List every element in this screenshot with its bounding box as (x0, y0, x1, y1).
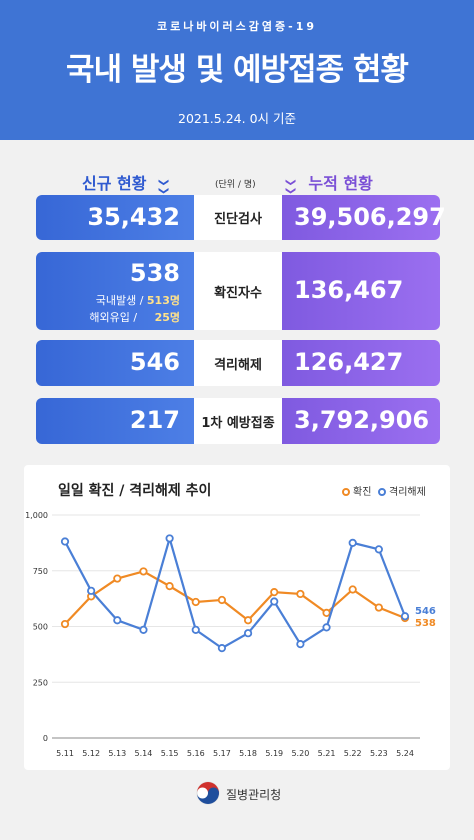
tests-row-label: 진단검사 (194, 195, 282, 240)
legend-item-confirmed: 확진 (342, 483, 371, 498)
cumulative-confirmed-card: 136,467 (282, 252, 440, 330)
legend-marker-released (378, 488, 386, 496)
new-confirmed-value: 538 (129, 259, 180, 287)
cumulative-vaccination-value: 3,792,906 (294, 406, 430, 434)
cumulative-tests-card: 39,506,297 (282, 195, 446, 240)
unit-label: (단위 / 명) (215, 180, 256, 190)
chevron-down-icon: ❯❯ (284, 178, 296, 195)
page-title: 국내 발생 및 예방접종 현황 (66, 52, 409, 88)
header-subtitle: 코로나바이러스감염증-19 (156, 20, 318, 33)
cumulative-confirmed-value: 136,467 (294, 276, 404, 304)
new-tests-value: 35,432 (87, 203, 180, 231)
legend-label-confirmed: 확진 (353, 487, 372, 498)
confirmed-row-label: 확진자수 (194, 252, 282, 330)
new-tests-card: 35,432 (36, 195, 194, 240)
vaccination-row-label: 1차 예방접종 (194, 398, 282, 444)
new-released-value: 546 (129, 348, 180, 376)
chevron-down-icon: ❯❯ (157, 178, 169, 195)
imported-value: 25명 (154, 311, 180, 324)
cumulative-status-label: 누적 현황 (308, 174, 373, 193)
legend-item-released: 격리해제 (378, 483, 426, 498)
legend-marker-confirmed (342, 488, 350, 496)
domestic-label: 국내발생 / (95, 294, 144, 307)
chart-panel (24, 465, 450, 770)
new-vaccination-value: 217 (129, 406, 180, 434)
domestic-cases: 국내발생 / 513명 (96, 292, 180, 308)
reference-date: 2021.5.24. 0시 기준 (178, 111, 296, 126)
organization-name: 질병관리청 (226, 788, 282, 802)
new-confirmed-card: 538 국내발생 / 513명 해외유입 / 25명 (36, 252, 194, 330)
cumulative-status-heading: ❯❯ 누적 현황 (282, 170, 373, 195)
imported-cases: 해외유입 / 25명 (89, 309, 180, 325)
cumulative-released-card: 126,427 (282, 340, 440, 386)
new-status-heading: 신규 현황 ❯❯ (82, 170, 172, 195)
cumulative-tests-value: 39,506,297 (294, 203, 446, 231)
new-vaccination-card: 217 (36, 398, 194, 444)
imported-label: 해외유입 / (89, 311, 138, 324)
domestic-value: 513명 (146, 294, 180, 307)
new-released-card: 546 (36, 340, 194, 386)
released-row-label: 격리해제 (194, 340, 282, 386)
cumulative-released-value: 126,427 (294, 348, 404, 376)
kdca-logo-icon (196, 781, 220, 805)
chart-title: 일일 확진 / 격리해제 추이 (58, 483, 212, 499)
legend-label-released: 격리해제 (389, 487, 426, 498)
new-status-label: 신규 현황 (82, 174, 147, 193)
cumulative-vaccination-card: 3,792,906 (282, 398, 440, 444)
header-banner: 코로나바이러스감염증-19 국내 발생 및 예방접종 현황 2021.5.24.… (0, 0, 474, 140)
